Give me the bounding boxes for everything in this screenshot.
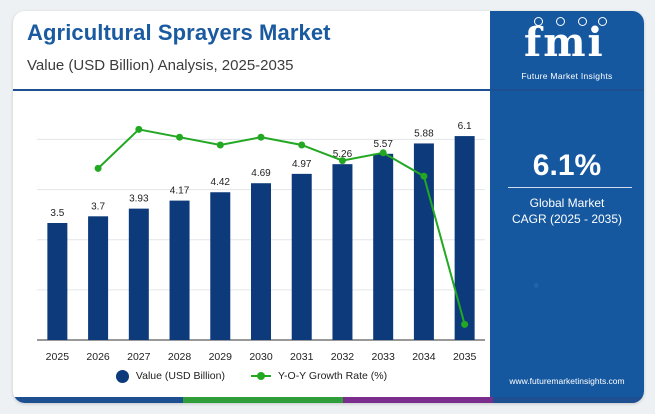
growth-point-2029 xyxy=(216,141,224,149)
bar-label-2029: 4.42 xyxy=(211,177,231,188)
bar-2028 xyxy=(169,200,190,340)
bottom-color-stripe xyxy=(13,397,644,403)
bar-2032 xyxy=(332,164,353,340)
cagr-divider xyxy=(508,187,632,188)
x-tick-2035: 2035 xyxy=(453,351,477,363)
bar-2027 xyxy=(128,208,149,340)
chart-title: Agricultural Sprayers Market xyxy=(27,20,331,45)
growth-point-2030 xyxy=(257,133,265,141)
growth-point-2031 xyxy=(298,141,306,149)
header-divider xyxy=(13,89,490,91)
x-tick-2025: 2025 xyxy=(46,351,70,363)
side-panel: fmi Future Market Insights 6.1% Global M… xyxy=(490,11,644,403)
chart-subtitle: Value (USD Billion) Analysis, 2025-2035 xyxy=(27,57,294,74)
x-tick-2027: 2027 xyxy=(127,351,151,363)
bar-label-2028: 4.17 xyxy=(170,186,190,197)
growth-point-2033 xyxy=(379,149,387,157)
bar-label-2026: 3.7 xyxy=(91,201,105,212)
growth-point-2027 xyxy=(135,125,143,133)
x-tick-2032: 2032 xyxy=(331,351,355,363)
legend-bar-label: Value (USD Billion) xyxy=(135,370,225,382)
bar-label-2034: 5.88 xyxy=(414,128,434,139)
bar-label-2032: 5.26 xyxy=(333,149,353,160)
bar-2026 xyxy=(88,216,109,340)
bar-2025 xyxy=(47,223,68,340)
growth-point-2035 xyxy=(461,320,469,328)
logo-icon xyxy=(530,17,610,29)
legend-line-swatch xyxy=(250,372,271,380)
legend-bar-swatch xyxy=(115,369,129,383)
bar-label-2031: 4.97 xyxy=(292,159,312,170)
bar-label-2027: 3.93 xyxy=(129,194,149,205)
growth-point-2026 xyxy=(94,164,102,172)
x-tick-2029: 2029 xyxy=(209,351,233,363)
x-tick-2033: 2033 xyxy=(372,351,396,363)
growth-point-2034 xyxy=(420,172,428,180)
bar-2031 xyxy=(291,173,312,340)
x-tick-2028: 2028 xyxy=(168,351,192,363)
website-link[interactable]: www.futuremarketinsights.com xyxy=(509,376,625,386)
x-tick-2026: 2026 xyxy=(86,351,110,363)
legend-line-label: Y-O-Y Growth Rate (%) xyxy=(277,370,388,382)
panel-divider xyxy=(490,89,644,91)
fmi-logo: fmi xyxy=(524,19,605,66)
legend-item-value: Value (USD Billion) xyxy=(115,369,225,383)
chart-card: Agricultural Sprayers Market Value (USD … xyxy=(13,11,644,403)
growth-point-2028 xyxy=(176,133,184,141)
cagr-label-line2: CAGR (2025 - 2035) xyxy=(511,212,623,226)
bar-label-2030: 4.69 xyxy=(251,168,271,179)
cagr-label-line1: Global Market xyxy=(529,196,605,210)
growth-line xyxy=(97,128,466,325)
bar-line-chart: 3.5 2025 3.7 2026 3.93 2027 4.17 2028 4.42 2029 4.… xyxy=(37,121,485,363)
bar-label-2035: 6.1 xyxy=(458,121,472,132)
chart-legend: Value (USD Billion) Y-O-Y Growth Rate (%… xyxy=(13,367,490,385)
bar-label-2033: 5.57 xyxy=(373,139,393,150)
x-tick-2030: 2030 xyxy=(249,351,273,363)
growth-point-2032 xyxy=(338,157,346,165)
x-tick-2034: 2034 xyxy=(412,351,436,363)
bar-2030 xyxy=(251,183,271,340)
bar-label-2025: 3.5 xyxy=(50,208,64,219)
bar-2033 xyxy=(373,153,394,340)
legend-item-growth: Y-O-Y Growth Rate (%) xyxy=(250,370,388,382)
bar-2029 xyxy=(210,192,231,340)
x-tick-2031: 2031 xyxy=(290,351,314,363)
cagr-value: 6.1% xyxy=(532,149,602,182)
bar-2035 xyxy=(454,136,475,340)
logo-subtitle: Future Market Insights xyxy=(521,71,613,81)
